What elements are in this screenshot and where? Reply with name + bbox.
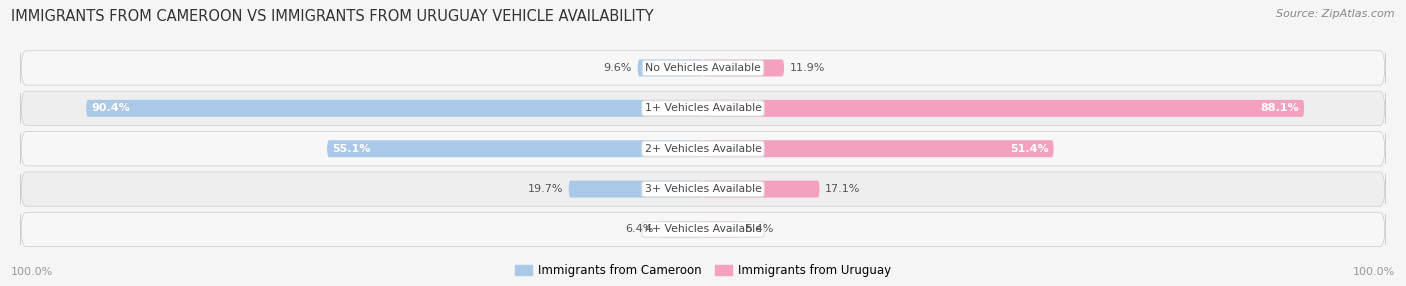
Text: 88.1%: 88.1% <box>1260 103 1299 113</box>
FancyBboxPatch shape <box>21 212 1385 247</box>
FancyBboxPatch shape <box>21 172 1385 206</box>
Legend: Immigrants from Cameroon, Immigrants from Uruguay: Immigrants from Cameroon, Immigrants fro… <box>515 264 891 277</box>
Text: 100.0%: 100.0% <box>11 267 53 277</box>
Text: 2+ Vehicles Available: 2+ Vehicles Available <box>644 144 762 154</box>
FancyBboxPatch shape <box>21 51 1385 85</box>
Text: No Vehicles Available: No Vehicles Available <box>645 63 761 73</box>
Text: 19.7%: 19.7% <box>527 184 562 194</box>
Text: 100.0%: 100.0% <box>1353 267 1395 277</box>
FancyBboxPatch shape <box>86 100 703 117</box>
FancyBboxPatch shape <box>703 140 1054 157</box>
Text: 9.6%: 9.6% <box>603 63 633 73</box>
FancyBboxPatch shape <box>703 59 785 76</box>
FancyBboxPatch shape <box>637 59 703 76</box>
Text: 17.1%: 17.1% <box>825 184 860 194</box>
FancyBboxPatch shape <box>21 132 1385 166</box>
FancyBboxPatch shape <box>328 140 703 157</box>
FancyBboxPatch shape <box>703 181 820 198</box>
FancyBboxPatch shape <box>568 181 703 198</box>
Text: 5.4%: 5.4% <box>745 225 773 235</box>
Text: 55.1%: 55.1% <box>332 144 371 154</box>
Text: 3+ Vehicles Available: 3+ Vehicles Available <box>644 184 762 194</box>
Text: Source: ZipAtlas.com: Source: ZipAtlas.com <box>1277 9 1395 19</box>
Text: 6.4%: 6.4% <box>626 225 654 235</box>
Text: 51.4%: 51.4% <box>1010 144 1049 154</box>
FancyBboxPatch shape <box>21 91 1385 126</box>
Text: 11.9%: 11.9% <box>790 63 825 73</box>
Text: IMMIGRANTS FROM CAMEROON VS IMMIGRANTS FROM URUGUAY VEHICLE AVAILABILITY: IMMIGRANTS FROM CAMEROON VS IMMIGRANTS F… <box>11 9 654 23</box>
FancyBboxPatch shape <box>703 100 1305 117</box>
FancyBboxPatch shape <box>703 221 740 238</box>
Text: 4+ Vehicles Available: 4+ Vehicles Available <box>644 225 762 235</box>
Text: 90.4%: 90.4% <box>91 103 131 113</box>
Text: 1+ Vehicles Available: 1+ Vehicles Available <box>644 103 762 113</box>
FancyBboxPatch shape <box>659 221 703 238</box>
